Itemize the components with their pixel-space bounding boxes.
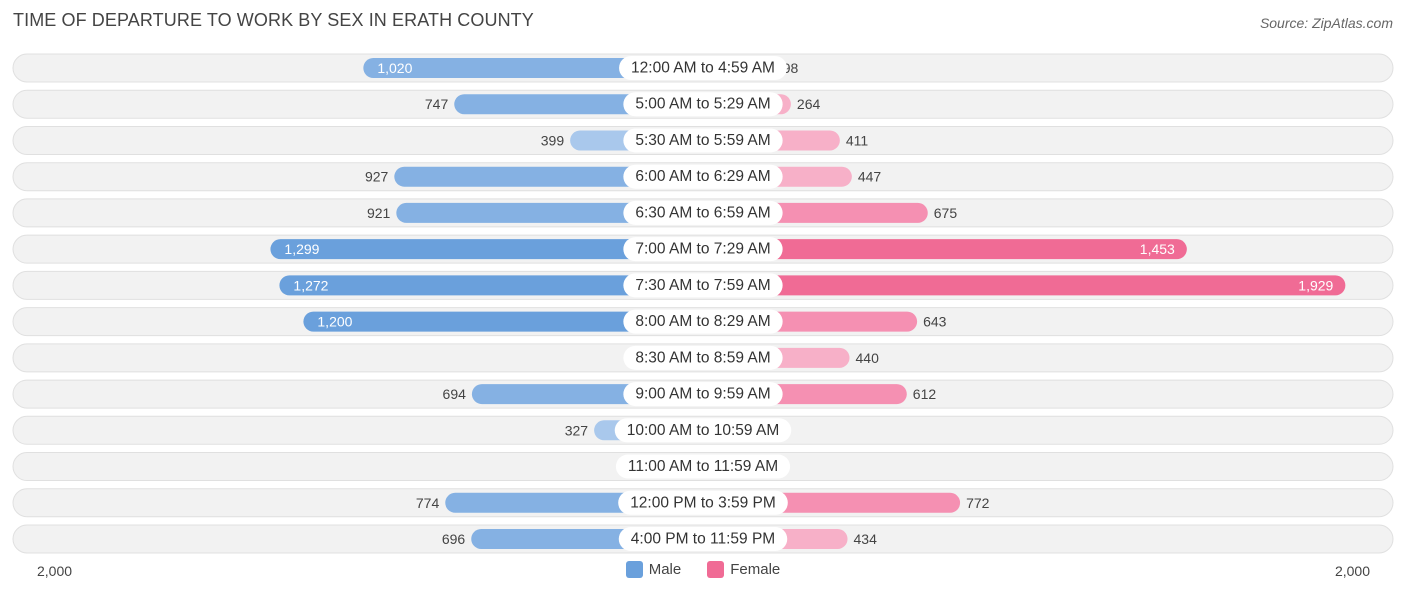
value-label-male: 747 — [425, 96, 449, 112]
value-label-female: 643 — [923, 314, 947, 330]
legend-label-female: Female — [730, 561, 781, 578]
bar-male — [363, 58, 703, 78]
category-label: 7:00 AM to 7:29 AM — [635, 241, 770, 258]
value-label-male: 1,272 — [293, 277, 328, 293]
value-label-male: 1,020 — [377, 60, 412, 76]
category-label-background — [623, 164, 783, 189]
axis-right-max-label: 2,000 — [1334, 563, 1370, 579]
category-label-background — [623, 92, 783, 117]
bar-female — [703, 275, 1346, 296]
category-label-background — [619, 56, 787, 80]
category-label: 5:00 AM to 5:29 AM — [635, 96, 770, 113]
value-label-female: 411 — [846, 132, 869, 148]
legend-swatch-female — [707, 561, 725, 578]
category-label: 8:00 AM to 8:29 AM — [635, 313, 770, 330]
value-label-male: 921 — [367, 205, 391, 221]
category-label: 12:00 AM to 4:59 AM — [631, 60, 775, 77]
bar-male — [279, 275, 703, 296]
category-label: 6:00 AM to 6:29 AM — [635, 168, 770, 185]
category-label-background — [623, 309, 783, 334]
category-label-background — [615, 454, 791, 479]
value-label-male: 1,200 — [317, 314, 352, 330]
bar-female — [703, 239, 1187, 260]
bar-male — [270, 239, 703, 260]
value-label-male: 696 — [442, 531, 466, 547]
legend-label-male: Male — [648, 561, 682, 578]
legend-item-male[interactable]: Male — [625, 561, 682, 578]
chart-legend: Male Female — [0, 561, 1406, 578]
value-label-female: 434 — [854, 531, 878, 547]
category-label-background — [623, 382, 783, 407]
category-label: 11:00 AM to 11:59 AM — [628, 458, 778, 475]
category-label: 12:00 PM to 3:59 PM — [630, 494, 776, 511]
value-label-male: 774 — [416, 495, 440, 511]
value-label-male: 927 — [365, 169, 389, 185]
category-label: 4:00 PM to 11:59 PM — [631, 530, 775, 547]
category-label: 8:30 AM to 8:59 AM — [635, 349, 770, 366]
category-label-background — [623, 273, 783, 298]
category-label-background — [623, 237, 783, 262]
value-label-male: 694 — [443, 386, 467, 402]
value-label-female: 440 — [856, 350, 880, 366]
category-label-background — [618, 526, 788, 551]
value-label-female: 447 — [858, 169, 882, 185]
axis-left-max-label: 2,000 — [37, 563, 73, 579]
category-label-background — [623, 345, 783, 370]
legend-swatch-male — [625, 561, 643, 578]
value-label-male: 1,299 — [284, 241, 319, 257]
category-label: 10:00 AM to 10:59 AM — [627, 422, 780, 439]
value-label-female: 612 — [913, 386, 937, 402]
value-label-female: 264 — [797, 96, 821, 112]
category-label-background — [623, 128, 783, 153]
category-label: 5:30 AM to 5:59 AM — [635, 132, 770, 149]
legend-item-female[interactable]: Female — [707, 561, 780, 578]
bar-male — [303, 311, 703, 332]
category-label: 9:00 AM to 9:59 AM — [635, 386, 770, 403]
category-label-background — [614, 418, 792, 443]
chart-title: TIME OF DEPARTURE TO WORK BY SEX IN ERAT… — [13, 10, 534, 30]
value-label-female: 772 — [966, 495, 990, 511]
value-label-female: 675 — [934, 205, 958, 221]
category-label: 6:30 AM to 6:59 AM — [635, 204, 770, 221]
value-label-male: 399 — [541, 132, 565, 148]
value-label-female: 1,929 — [1298, 277, 1333, 293]
category-label-background — [618, 490, 788, 515]
chart-source: Source: ZipAtlas.com — [1259, 15, 1393, 31]
value-label-female: 1,453 — [1140, 241, 1175, 257]
category-label: 7:30 AM to 7:59 AM — [635, 277, 770, 294]
category-label-background — [623, 200, 783, 225]
value-label-male: 327 — [565, 422, 589, 438]
